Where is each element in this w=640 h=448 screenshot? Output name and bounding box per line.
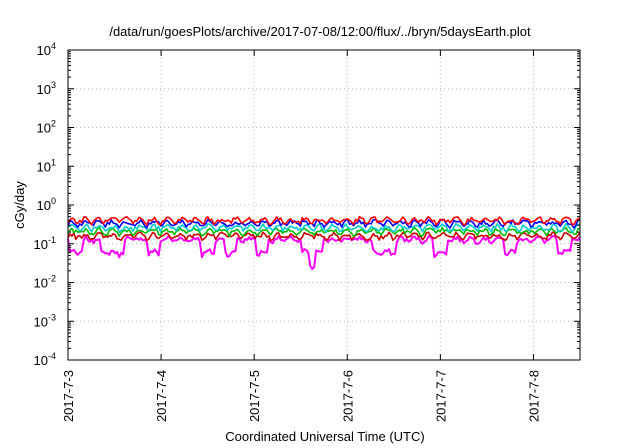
y-axis: 10-4 10-3 10-2 10-1 100 101 102 103 104 <box>34 41 580 368</box>
series-line <box>67 231 581 242</box>
series-line <box>67 218 581 229</box>
y-tick-label: 104 <box>37 41 56 58</box>
x-tick-label: 2017-7-8 <box>526 370 541 422</box>
series-line <box>67 215 581 227</box>
x-tick-label: 2017-7-3 <box>61 370 76 422</box>
series-line <box>67 223 581 233</box>
chart-title: /data/run/goesPlots/archive/2017-07-08/1… <box>109 24 531 39</box>
y-tick-label: 102 <box>37 119 56 136</box>
y-tick-label: 10-1 <box>34 235 56 252</box>
y-tick-label: 10-3 <box>34 312 56 329</box>
y-tick-label: 10-2 <box>34 274 56 291</box>
series-group <box>67 215 581 270</box>
y-axis-label: cGy/day <box>12 181 27 229</box>
x-tick-label: 2017-7-7 <box>433 370 448 422</box>
y-tick-label: 100 <box>37 196 56 213</box>
series-line <box>67 226 581 238</box>
y-tick-label: 103 <box>37 80 56 97</box>
x-tick-label: 2017-7-4 <box>154 370 169 422</box>
y-tick-label: 10-4 <box>34 351 56 368</box>
x-tick-label: 2017-7-6 <box>340 370 355 422</box>
y-tick-label: 101 <box>37 157 56 174</box>
x-tick-label: 2017-7-5 <box>247 370 262 422</box>
grid <box>68 50 580 360</box>
series-line <box>67 234 581 270</box>
x-axis-label: Coordinated Universal Time (UTC) <box>225 429 424 444</box>
x-axis: 2017-7-3 2017-7-4 2017-7-5 2017-7-6 2017-7-7… <box>61 50 541 422</box>
